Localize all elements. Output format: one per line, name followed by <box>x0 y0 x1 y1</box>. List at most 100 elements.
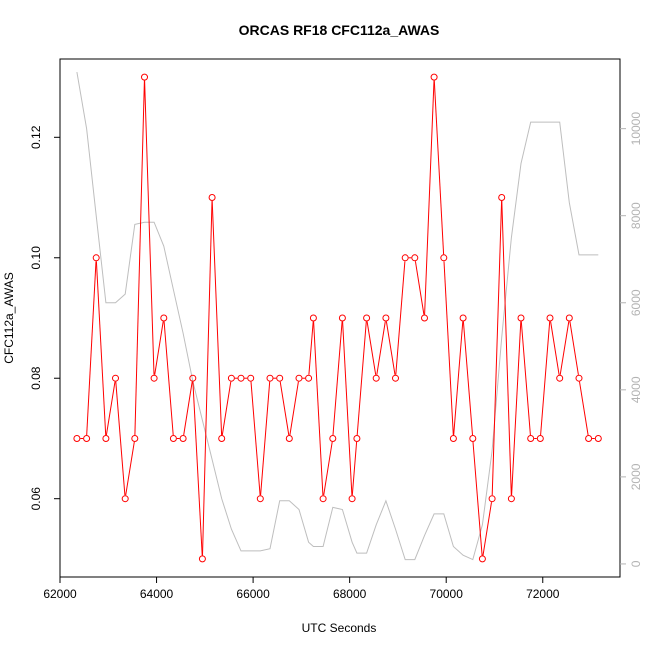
data-point <box>227 374 235 382</box>
series-line-segment <box>192 381 203 556</box>
series-line-segment <box>342 321 353 496</box>
data-point <box>556 374 564 382</box>
x-tick-label: 66000 <box>236 587 270 601</box>
series-line-segment <box>260 381 271 496</box>
data-point <box>536 435 544 442</box>
series-line-segment <box>202 200 213 556</box>
data-point <box>73 435 81 442</box>
data-point <box>469 435 477 442</box>
data-point <box>440 254 448 262</box>
data-point <box>478 555 486 563</box>
series-line-segment <box>482 502 492 556</box>
series-line-segment <box>385 321 396 375</box>
series-line-segment <box>511 321 522 496</box>
data-point <box>565 314 573 322</box>
data-point <box>585 435 593 442</box>
data-point <box>247 374 255 382</box>
y-right-tick-label: 0 <box>629 560 643 567</box>
series-line-segment <box>211 200 223 436</box>
data-point <box>594 435 602 442</box>
y-right-tick-label: 8000 <box>629 202 643 229</box>
data-point <box>401 254 409 262</box>
series-line-segment <box>154 321 164 375</box>
data-point <box>256 495 264 503</box>
plot-frame <box>59 58 621 578</box>
data-point <box>546 314 554 322</box>
data-point <box>83 435 91 442</box>
series-line-segment <box>540 321 551 436</box>
series-line-segment <box>501 200 512 496</box>
data-point <box>527 435 535 442</box>
data-point <box>295 374 303 382</box>
series-line-segment <box>332 321 343 436</box>
series-line-segment <box>323 441 333 496</box>
series-line-segment <box>559 321 570 375</box>
data-point <box>488 495 496 503</box>
data-point <box>459 314 467 322</box>
data-point <box>382 314 390 322</box>
series-line-right-axis <box>76 72 599 561</box>
data-point <box>348 495 356 503</box>
data-point <box>198 555 206 563</box>
series-line-segment <box>569 321 579 375</box>
data-point <box>353 435 361 442</box>
data-point <box>498 194 506 201</box>
series-line-segment <box>550 321 560 375</box>
series-line-segment <box>462 321 473 436</box>
series-line-segment <box>250 381 261 496</box>
series-line-segment <box>472 441 483 556</box>
y-tick-label: 0.10 <box>29 246 43 270</box>
series-line-segment <box>134 80 145 436</box>
series-line-segment <box>356 321 367 436</box>
series-line-segment <box>579 381 589 436</box>
series-line-segment <box>105 381 116 436</box>
data-point <box>319 495 327 503</box>
chart-title: ORCAS RF18 CFC112a_AWAS <box>239 22 440 38</box>
data-point <box>329 435 337 442</box>
data-point <box>208 194 216 201</box>
data-point <box>102 435 110 442</box>
data-point <box>449 435 457 442</box>
data-point <box>189 374 197 382</box>
data-point <box>309 314 317 322</box>
data-point <box>575 374 583 382</box>
data-point <box>266 374 274 382</box>
data-point <box>276 374 284 382</box>
series-line-segment <box>520 321 531 436</box>
data-point <box>392 374 399 382</box>
data-point <box>131 435 139 442</box>
series-line-segment <box>366 321 377 375</box>
series-line-segment <box>163 321 174 436</box>
data-point <box>112 374 119 382</box>
x-tick-label: 64000 <box>140 587 174 601</box>
x-tick-label: 62000 <box>43 587 77 601</box>
data-point <box>338 314 346 322</box>
series-line-segment <box>433 80 445 255</box>
data-point <box>517 314 525 322</box>
data-point <box>421 314 428 322</box>
series-line-segment <box>313 321 324 496</box>
data-point <box>507 495 515 503</box>
y-tick-label: 0.08 <box>29 366 43 390</box>
data-point <box>92 254 100 262</box>
data-point <box>218 435 226 442</box>
x-axis-label: UTC Seconds <box>302 621 377 635</box>
series-line-segment <box>491 200 503 496</box>
data-point <box>121 495 129 503</box>
series-line-segment <box>424 80 435 315</box>
y-right-tick-label: 10000 <box>629 112 643 146</box>
axes: 62000 64000 66000 68000 70000 72000 0.06 0.08 0.… <box>29 58 643 601</box>
series-line-segment <box>414 261 425 315</box>
data-point <box>372 374 380 382</box>
series-line-segment <box>443 261 454 436</box>
y-axis-label: CFC112a_AWAS <box>2 272 16 364</box>
data-point <box>169 435 177 442</box>
data-point <box>430 73 438 81</box>
data-point <box>411 254 419 262</box>
series-line-segment <box>395 261 406 375</box>
data-point <box>305 374 313 382</box>
y-tick-label: 0.06 <box>29 487 43 511</box>
y-tick-label: 0.12 <box>29 125 43 149</box>
series-line-segment <box>279 381 290 436</box>
